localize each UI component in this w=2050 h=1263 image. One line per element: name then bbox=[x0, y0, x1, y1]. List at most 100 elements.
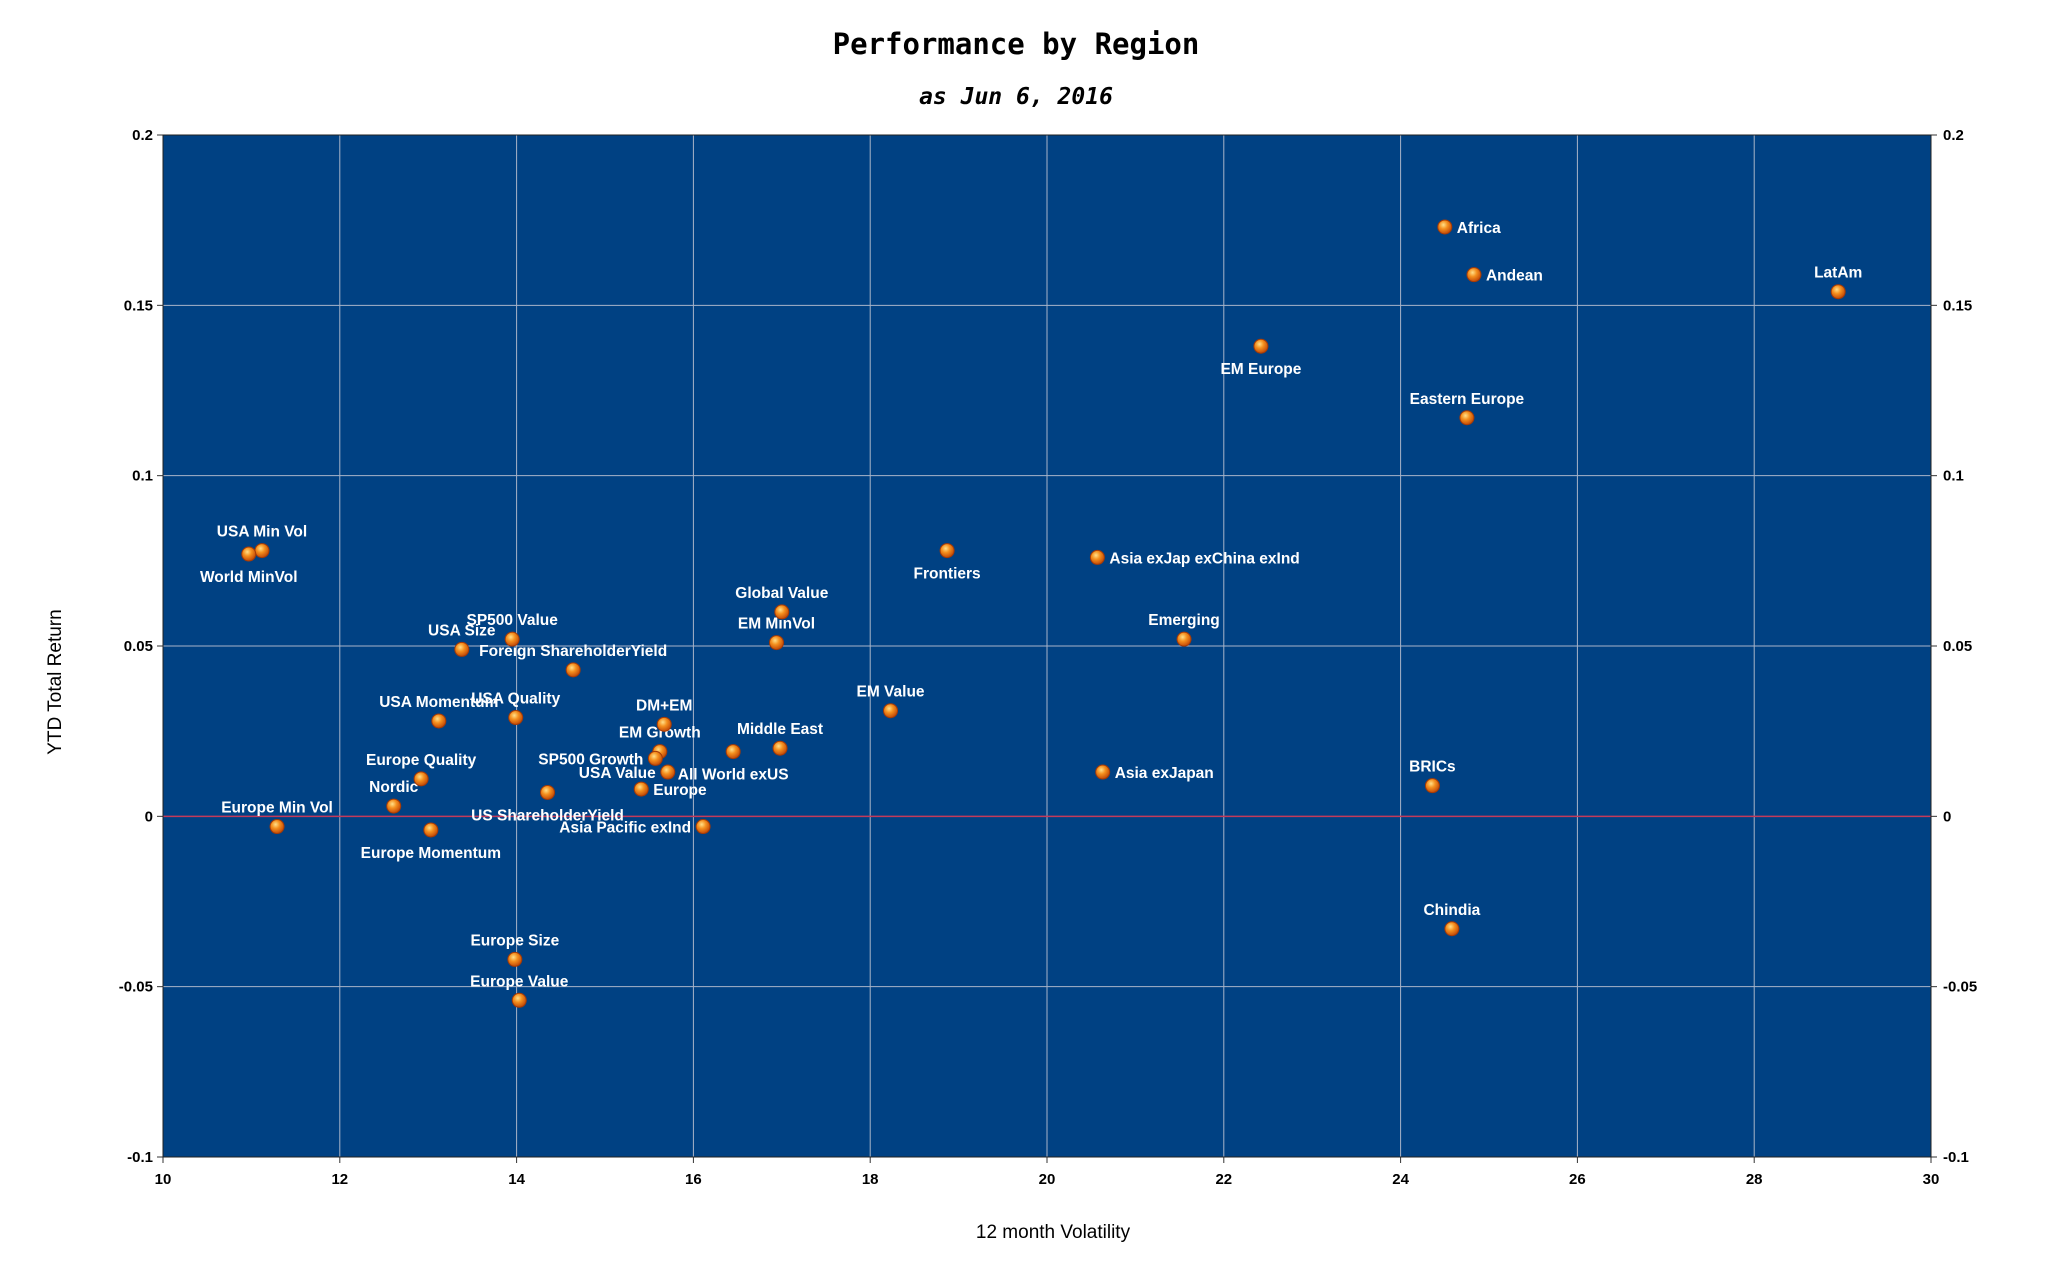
data-label: Asia Pacific exInd bbox=[559, 820, 691, 837]
data-point bbox=[423, 822, 439, 838]
data-point bbox=[1424, 778, 1440, 794]
data-label: All World exUS bbox=[678, 767, 789, 784]
data-point bbox=[454, 641, 470, 657]
data-label: Europe Quality bbox=[366, 752, 477, 769]
data-point bbox=[269, 819, 285, 835]
y-tick-label-right: 0.15 bbox=[1943, 297, 1972, 314]
data-label: Global Value bbox=[735, 585, 828, 602]
point-labels: Africa Andean LatAm EM Europe Eastern Europe… bbox=[200, 220, 1862, 990]
data-point bbox=[939, 543, 955, 559]
data-label: USA Size bbox=[428, 622, 496, 639]
x-tick-label: 22 bbox=[1215, 1171, 1232, 1188]
data-label: Nordic bbox=[369, 779, 418, 796]
data-point bbox=[1437, 219, 1453, 235]
data-label: Emerging bbox=[1148, 612, 1219, 629]
data-label: SP500 Value bbox=[467, 612, 559, 629]
y-tick-label-right: 0.1 bbox=[1943, 468, 1964, 485]
data-point bbox=[507, 951, 523, 967]
y-tick-label-right: -0.1 bbox=[1943, 1149, 1969, 1166]
data-label: USA Momentum bbox=[379, 694, 498, 711]
data-label: Frontiers bbox=[914, 566, 981, 583]
data-label: Eastern Europe bbox=[1410, 391, 1525, 408]
data-label: Chindia bbox=[1423, 902, 1480, 919]
data-point bbox=[565, 662, 581, 678]
data-label: World MinVol bbox=[200, 569, 298, 586]
plot-border bbox=[162, 134, 1932, 1158]
data-point bbox=[883, 703, 899, 719]
data-point bbox=[504, 631, 520, 647]
x-tick-label: 14 bbox=[508, 1171, 525, 1188]
data-label: USA Min Vol bbox=[217, 524, 307, 541]
y-tick-label-left: -0.05 bbox=[119, 979, 153, 996]
data-point bbox=[768, 635, 784, 651]
data-label: DM+EM bbox=[636, 697, 692, 714]
data-label: Europe Momentum bbox=[361, 845, 501, 862]
data-point bbox=[695, 819, 711, 835]
data-label: Africa bbox=[1457, 220, 1501, 237]
data-point bbox=[241, 546, 257, 562]
data-point bbox=[633, 781, 649, 797]
data-point bbox=[508, 710, 524, 726]
y-tick-label-right: -0.05 bbox=[1943, 979, 1977, 996]
y-axis-title: YTD Total Return bbox=[45, 609, 66, 754]
data-point bbox=[660, 764, 676, 780]
x-tick-label: 30 bbox=[1923, 1171, 1940, 1188]
data-point bbox=[1444, 921, 1460, 937]
data-label: LatAm bbox=[1814, 265, 1862, 282]
data-point bbox=[540, 784, 556, 800]
data-label: Foreign ShareholderYield bbox=[479, 643, 667, 660]
data-point bbox=[656, 716, 672, 732]
x-axis-title: 12 month Volatility bbox=[976, 1222, 1131, 1243]
chart-subtitle: as Jun 6, 2016 bbox=[919, 84, 1113, 110]
data-label: US ShareholderYield bbox=[471, 807, 624, 824]
data-point bbox=[1830, 284, 1846, 300]
y-tick-label-left: 0.05 bbox=[124, 638, 153, 655]
data-label: USA Value bbox=[579, 765, 656, 782]
y-tick-label-left: 0.1 bbox=[132, 468, 153, 485]
x-tick-label: 26 bbox=[1569, 1171, 1586, 1188]
y-tick-label-right: 0.05 bbox=[1943, 638, 1972, 655]
data-point bbox=[725, 744, 741, 760]
x-tick-label: 10 bbox=[155, 1171, 172, 1188]
data-point bbox=[1176, 631, 1192, 647]
data-label: Asia exJap exChina exInd bbox=[1109, 550, 1299, 567]
y-tick-label-left: -0.1 bbox=[127, 1149, 153, 1166]
data-point bbox=[511, 992, 527, 1008]
data-point bbox=[254, 543, 270, 559]
data-point bbox=[772, 740, 788, 756]
data-label: EM Europe bbox=[1220, 361, 1301, 378]
data-point bbox=[774, 604, 790, 620]
x-tick-label: 16 bbox=[685, 1171, 702, 1188]
y-tick-label-left: 0.2 bbox=[132, 127, 153, 144]
data-label: Andean bbox=[1486, 268, 1543, 285]
x-tick-label: 24 bbox=[1392, 1171, 1409, 1188]
data-label: USA Quality bbox=[471, 691, 560, 708]
data-point bbox=[1466, 267, 1482, 283]
data-label: EM MinVol bbox=[738, 616, 815, 633]
x-tick-label: 18 bbox=[862, 1171, 879, 1188]
data-label: EM Growth bbox=[619, 725, 701, 742]
tick-labels: 10 12 14 16 18 20 22 24 26 28 30-0.1 -0.1-0.05 -0.05… bbox=[119, 127, 1977, 1188]
data-point bbox=[386, 798, 402, 814]
data-label: Asia exJapan bbox=[1115, 765, 1214, 782]
data-point bbox=[1253, 338, 1269, 354]
data-point bbox=[431, 713, 447, 729]
data-point bbox=[1095, 764, 1111, 780]
data-label: Europe Size bbox=[470, 932, 559, 949]
x-tick-label: 20 bbox=[1039, 1171, 1056, 1188]
data-label: Middle East bbox=[737, 721, 823, 738]
data-point bbox=[647, 750, 663, 766]
grid-lines bbox=[157, 134, 1937, 1163]
data-point bbox=[1089, 549, 1105, 565]
y-tick-label-right: 0.2 bbox=[1943, 127, 1964, 144]
chart-title: Performance by Region bbox=[833, 27, 1200, 61]
data-point bbox=[413, 771, 429, 787]
y-tick-label-right: 0 bbox=[1943, 808, 1951, 825]
data-label: BRICs bbox=[1409, 759, 1456, 776]
data-label: Europe bbox=[653, 782, 707, 799]
data-point bbox=[1459, 410, 1475, 426]
data-label: Europe Min Vol bbox=[221, 800, 333, 817]
data-label: SP500 Growth bbox=[538, 751, 643, 768]
data-label: Europe Value bbox=[470, 973, 569, 990]
